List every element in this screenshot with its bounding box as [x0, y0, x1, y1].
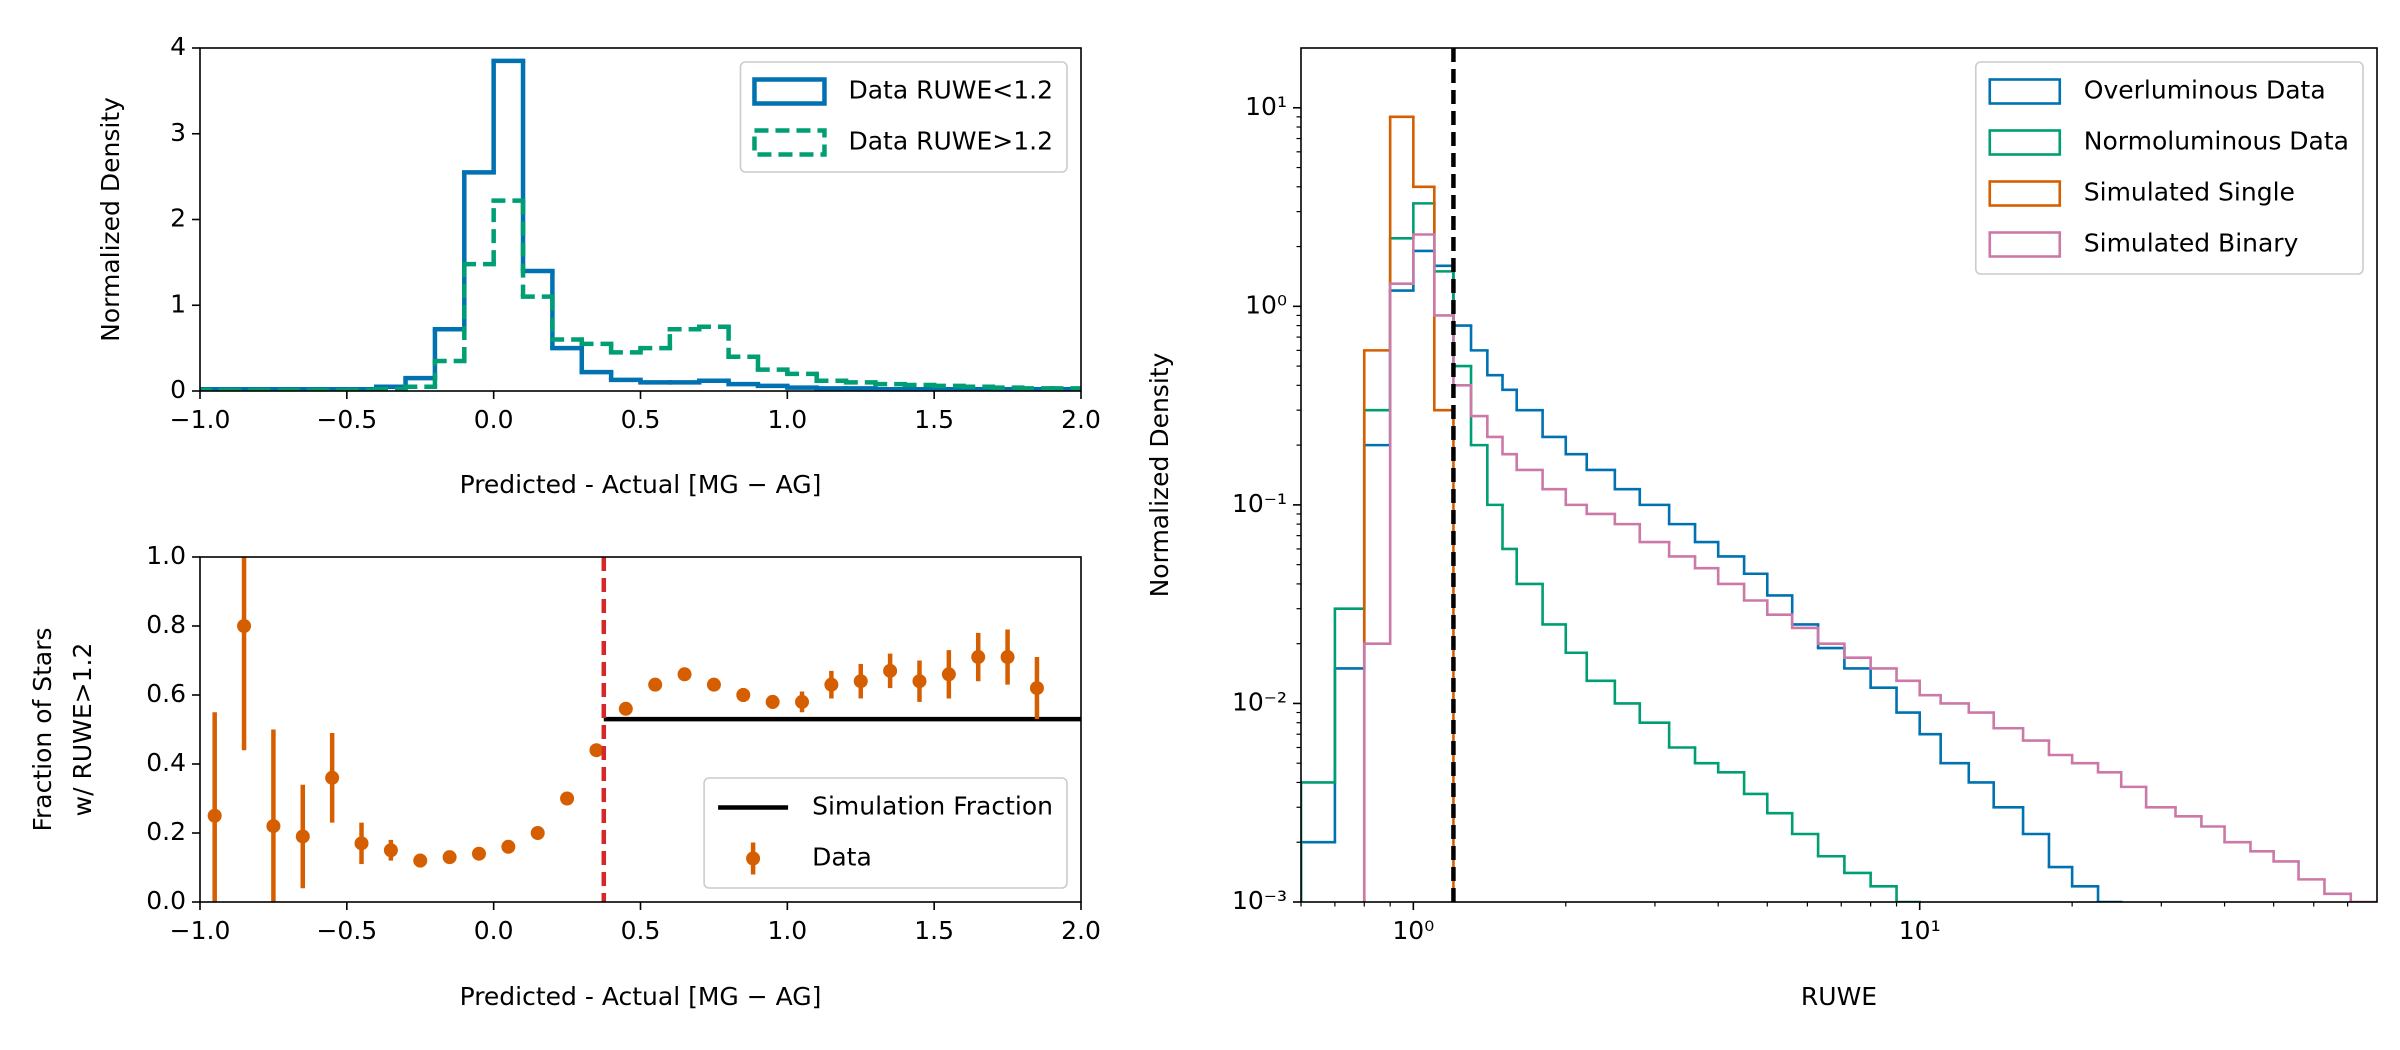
x-tick-label: 1.5 [914, 405, 954, 434]
legend-label: Simulated Single [2084, 178, 2295, 207]
x-tick-label: −1.0 [170, 405, 231, 434]
legend-label: Data RUWE<1.2 [848, 76, 1053, 105]
x-axis-label: Predicted - Actual [MG − AG] [460, 982, 822, 1011]
data-point [589, 743, 604, 758]
legend-swatch [752, 128, 827, 157]
legend: Simulation Fraction Data [703, 777, 1068, 889]
data-point [971, 650, 986, 665]
y-tick-label: 0.2 [146, 817, 186, 846]
x-tick-label: 2.0 [1061, 405, 1101, 434]
y-tick-label: 0.4 [146, 748, 186, 777]
chart-panel: −1.0 −0.5 0.0 0.5 1.0 1.5 2.0 0 1 2 3 4 Predicted - … [96, 32, 1101, 499]
x-tick-label: −1.0 [170, 916, 231, 945]
legend: Overluminous Data Normoluminous Data Simul… [1974, 61, 2364, 275]
data-point [736, 688, 751, 702]
y-tick-label: 10⁻² [1232, 687, 1287, 716]
x-tick-label: 0.0 [474, 405, 514, 434]
legend-swatch [752, 77, 827, 106]
data-point [354, 836, 369, 851]
legend-box [1974, 61, 2364, 275]
data-point [266, 819, 281, 834]
data-point [383, 843, 398, 858]
data-point [1000, 650, 1015, 665]
data-point [824, 677, 839, 692]
x-tick-label: −0.5 [316, 405, 377, 434]
legend-label: Data RUWE>1.2 [848, 127, 1053, 156]
legend-label: Simulation Fraction [812, 792, 1053, 821]
chart-panel: 10⁰ 10¹ 10⁻³ 10⁻² 10⁻¹ 10⁰ 10¹ RUWE Normalized D… [1145, 47, 2378, 1011]
data-point [442, 850, 457, 865]
y-tick-label: 0.6 [146, 679, 186, 708]
x-tick-label: 0.0 [474, 916, 514, 945]
y-axis-label: Normalized Density [1145, 352, 1174, 597]
x-tick-label: −0.5 [316, 916, 377, 945]
x-tick-label: 1.5 [914, 916, 954, 945]
data-point [765, 694, 780, 709]
data-point [941, 667, 956, 682]
plot-area [207, 557, 1081, 902]
legend-label: Overluminous Data [2084, 76, 2326, 105]
y-axis-label: w/ RUWE>1.2 [68, 643, 97, 817]
y-tick-label: 10¹ [1245, 92, 1287, 121]
legend-box [703, 777, 1068, 889]
axes-frame [1300, 47, 2378, 903]
x-axis-label: RUWE [1801, 982, 1877, 1011]
y-tick-label: 3 [170, 118, 186, 147]
data-point [501, 839, 516, 854]
x-tick-label: 10⁰ [1392, 916, 1434, 945]
y-tick-label: 4 [170, 32, 186, 61]
legend-swatch [746, 851, 761, 866]
y-tick-label: 2 [170, 204, 186, 233]
x-tick-label: 10¹ [1899, 916, 1941, 945]
data-point [677, 667, 692, 682]
data-point [560, 791, 575, 806]
data-point [795, 694, 810, 709]
y-tick-label: 0 [170, 375, 186, 404]
data-point [295, 829, 310, 844]
y-tick-label: 10⁻¹ [1232, 489, 1287, 518]
legend-label: Normoluminous Data [2084, 127, 2349, 156]
data-point [413, 853, 428, 868]
data-point [207, 808, 222, 823]
legend-swatch [1988, 231, 2062, 258]
data-point [237, 619, 252, 633]
legend: Data RUWE<1.2 Data RUWE>1.2 [739, 61, 1068, 173]
data-point [883, 663, 898, 678]
x-tick-label: 1.0 [767, 405, 807, 434]
chart-panel: −1.0 −0.5 0.0 0.5 1.0 1.5 2.0 0.0 0.2 0.4 0.6 0.8 1.… [28, 541, 1101, 1011]
legend-swatch [1988, 129, 2062, 156]
plot-area [200, 58, 1081, 391]
data-point [912, 674, 927, 689]
plot-area [1301, 48, 2377, 902]
data-point [325, 770, 340, 785]
y-tick-label: 1 [170, 289, 186, 318]
data-point [853, 674, 868, 689]
y-tick-label: 1.0 [146, 541, 186, 570]
legend-swatch [1988, 180, 2062, 207]
y-tick-label: 0.8 [146, 610, 186, 639]
y-tick-label: 10⁰ [1245, 290, 1287, 319]
data-point [706, 677, 721, 692]
y-tick-label: 0.0 [146, 886, 186, 915]
legend-swatch [1988, 78, 2062, 105]
legend-label: Simulated Binary [2084, 229, 2299, 258]
data-point [618, 701, 633, 716]
data-point [530, 826, 545, 840]
y-axis-label: Fraction of Stars [28, 627, 57, 831]
y-tick-label: 10⁻³ [1232, 886, 1287, 915]
legend-box [739, 61, 1068, 173]
x-tick-label: 2.0 [1061, 916, 1101, 945]
legend-label: Data [812, 843, 872, 872]
y-axis-label: Normalized Density [96, 97, 125, 342]
data-point [1029, 681, 1044, 696]
x-tick-label: 1.0 [767, 916, 807, 945]
x-axis-label: Predicted - Actual [MG − AG] [460, 470, 822, 499]
data-point [648, 677, 663, 692]
x-tick-label: 0.5 [621, 405, 661, 434]
x-tick-label: 0.5 [621, 916, 661, 945]
data-point [471, 846, 486, 861]
